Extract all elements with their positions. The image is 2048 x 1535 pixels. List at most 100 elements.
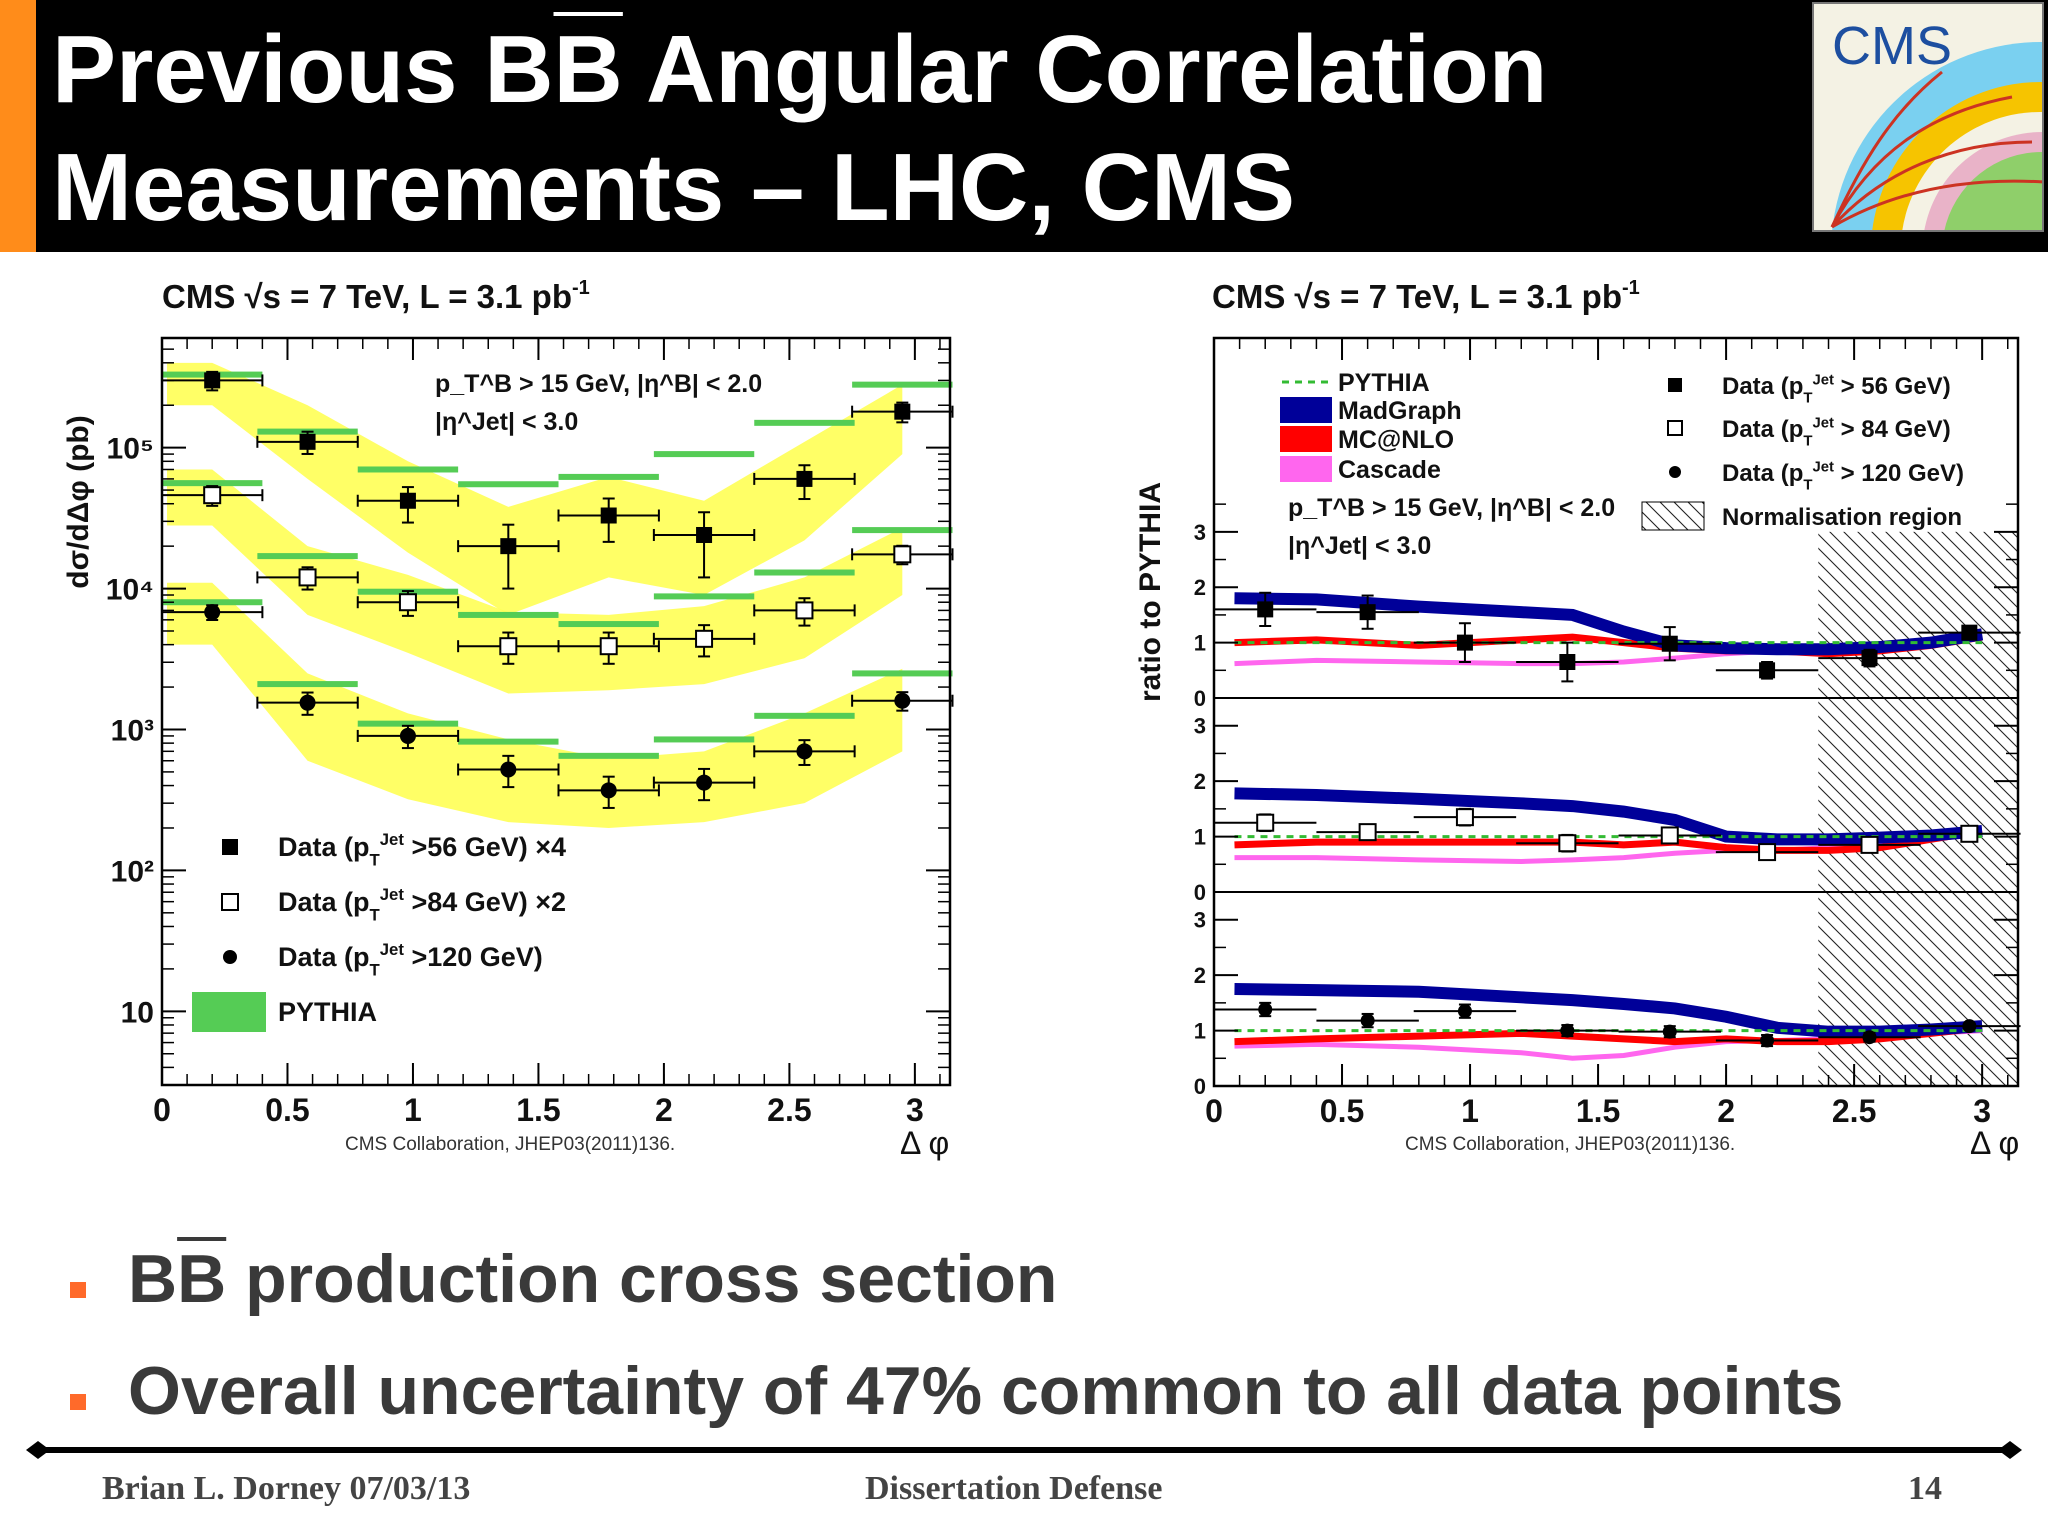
pythia-bar	[458, 738, 559, 745]
legend-marker	[222, 839, 238, 855]
theory-band	[167, 582, 903, 828]
pythia-bar	[357, 466, 459, 473]
pythia-bar	[754, 419, 855, 426]
normalisation-region-shading	[1818, 531, 2018, 1086]
x-tick-label: 0.5	[1320, 1093, 1364, 1129]
y-tick-label: 10	[121, 996, 154, 1029]
y-tick-label: 10³	[111, 714, 154, 747]
data-point	[204, 372, 221, 389]
y-tick-label: 1	[1194, 631, 1206, 656]
ratio-point	[1758, 843, 1777, 862]
y-tick-label: 3	[1194, 714, 1206, 739]
x-tick-label: 1	[404, 1092, 422, 1128]
data-point	[894, 403, 911, 420]
plot-frame	[160, 336, 952, 1087]
ratio-point	[1559, 654, 1576, 670]
theory-bands	[167, 362, 903, 828]
pythia-bar	[257, 681, 358, 688]
footer-author-date: Brian L. Dorney 07/03/13	[102, 1470, 471, 1507]
x-tick-label: 2	[655, 1092, 673, 1128]
legend-label: Normalisation region	[1722, 504, 1962, 531]
ratio-plot: 0 1 2 3 0 1 2 3 0 1 2 3 0 0.5 1 1.5 2 2.5 3 CMS √s = 7 TeV…	[1134, 277, 2021, 1161]
title-part-2: Angular Correlation	[622, 16, 1548, 123]
x-tick-label: 2.5	[767, 1092, 811, 1128]
data-point	[795, 601, 814, 620]
title-accent-stripe	[0, 0, 36, 252]
legend-marker	[1641, 501, 1705, 531]
ratio-point	[1457, 1004, 1472, 1019]
data-point	[696, 774, 713, 791]
y-tick-label: 2	[1194, 575, 1206, 600]
data-point	[399, 492, 416, 509]
cross-section-plot: 0 0.5 1 1.5 2 2.5 3 10 10² 10³ 10⁴ 10⁵ CMS √s = 7 T…	[62, 277, 954, 1161]
legend-marker	[1280, 397, 1332, 423]
logo-text: CMS	[1832, 16, 1952, 76]
y-tick-label: 0	[1194, 1074, 1206, 1099]
x-tick-label: 2	[1717, 1093, 1735, 1129]
pythia-bar	[257, 553, 358, 560]
ratio-point	[1360, 1013, 1375, 1028]
data-point	[399, 727, 416, 744]
data-point	[204, 604, 221, 621]
data-point	[695, 629, 714, 648]
pythia-bar	[458, 481, 559, 488]
ratio-point	[1358, 823, 1377, 842]
left-legend: Data (pTJet​ >56 GeV) ×4 Data (pTJet​ >84…	[192, 830, 566, 1032]
data-point	[796, 470, 813, 487]
data-point	[203, 486, 222, 505]
x-tick-label: 1.5	[1576, 1093, 1620, 1129]
theory-band	[167, 469, 903, 694]
legend-marker	[1280, 456, 1332, 482]
right-cuts-line-2: |η^Jet| < 3.0	[1288, 532, 1431, 560]
ratio-point	[1660, 826, 1679, 845]
ratio-point	[1256, 813, 1275, 832]
footer-divider	[26, 1441, 2022, 1459]
right-y-axis-label: ratio to PYTHIA	[1134, 482, 1167, 702]
x-tick-label: 2.5	[1832, 1093, 1876, 1129]
ratio-point	[1456, 634, 1473, 651]
y-tick-label: 1	[1194, 825, 1206, 850]
y-tick-label: 10⁵	[107, 433, 154, 466]
title-bbar: B	[553, 16, 623, 123]
y-tick-label: 2	[1194, 769, 1206, 794]
ratio-point	[1359, 604, 1376, 621]
title-bar	[0, 0, 2048, 252]
legend-marker	[1667, 420, 1683, 436]
legend-label: Data (pTJet​ > 84 GeV)	[1722, 415, 1951, 449]
pythia-bar	[653, 736, 755, 743]
normalisation-hatch	[1818, 531, 2018, 698]
y-tick-label: 3	[1194, 908, 1206, 933]
left-citation: CMS Collaboration, JHEP03(2011)136.	[345, 1134, 675, 1155]
legend-label: Cascade	[1338, 456, 1441, 484]
ratio-point	[1661, 635, 1678, 652]
data-point	[500, 538, 517, 555]
data-point	[796, 743, 813, 760]
ratio-data-points	[1214, 591, 2021, 1048]
left-cuts-line-1: p_T^B > 15 GeV, |η^B| < 2.0	[435, 370, 762, 398]
normalisation-hatch	[1818, 892, 2018, 1086]
ratio-point	[1960, 824, 1979, 843]
normalisation-hatch	[1818, 698, 2018, 892]
ratio-point	[1861, 650, 1878, 667]
pythia-bar	[754, 569, 855, 576]
ratio-axes: 0 1 2 3 0 1 2 3 0 1 2 3 0 0.5 1 1.5 2 2.5 3	[1194, 336, 2020, 1129]
pythia-bar	[754, 712, 855, 719]
x-tick-label: 0	[153, 1092, 171, 1128]
x-tick-label: 0.5	[265, 1092, 309, 1128]
pythia-bar	[162, 480, 263, 487]
legend-label: PYTHIA	[1338, 369, 1430, 397]
plot-frame	[1212, 336, 2020, 1088]
data-point	[696, 526, 713, 543]
ratio-point	[1257, 601, 1274, 618]
data-point	[600, 507, 617, 524]
pythia-bar	[852, 670, 953, 677]
right-plot-header: CMS √s = 7 TeV, L = 3.1 pb-1	[1212, 277, 1640, 315]
data-point	[894, 692, 911, 709]
mcatnlo-curve	[1234, 1024, 1983, 1046]
left-plot-header: CMS √s = 7 TeV, L = 3.1 pb-1	[162, 277, 590, 315]
legend-label: Data (pTJet​ >84 GeV) ×2	[278, 885, 566, 924]
pythia-bar	[653, 451, 755, 458]
x-tick-label: 1	[1461, 1093, 1479, 1129]
legend-label: Data (pTJet​ >56 GeV) ×4	[278, 830, 566, 869]
legend-label: Data (pTJet​ > 56 GeV)	[1722, 372, 1951, 406]
